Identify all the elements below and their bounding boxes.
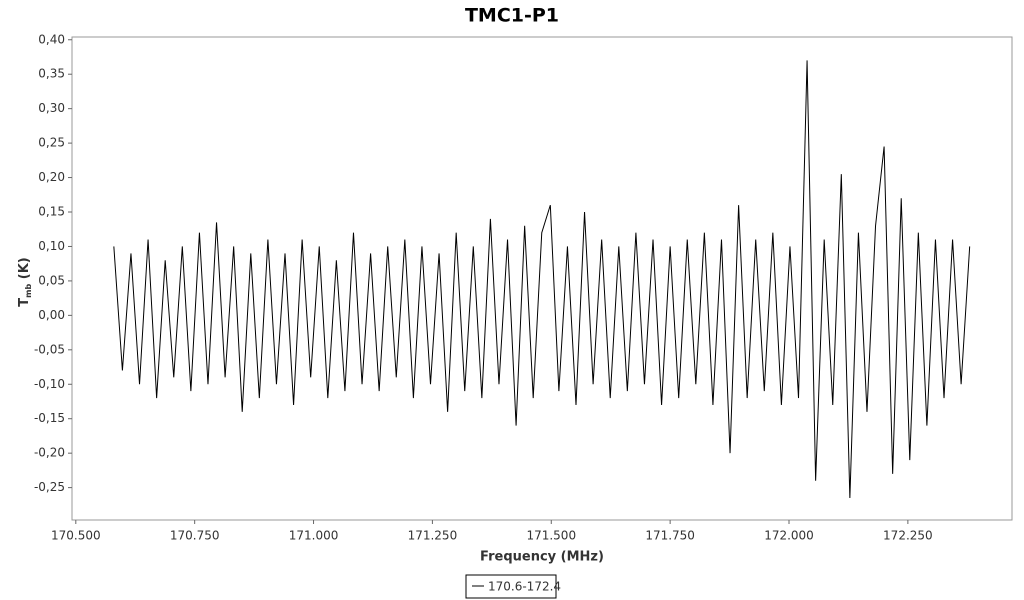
y-tick-label: 0,05	[38, 273, 65, 287]
chart-title: TMC1-P1	[465, 5, 559, 27]
plot-frame	[71, 36, 1013, 521]
y-tick-label: -0,10	[34, 377, 65, 391]
y-tick-label: 0,20	[38, 170, 65, 184]
x-tick-label: 171.250	[408, 529, 458, 543]
series-line	[113, 60, 971, 498]
y-label-unit: (K)	[17, 257, 32, 283]
y-tick-label: 0,15	[38, 205, 65, 219]
y-axis-label: Tmb (K)	[17, 257, 33, 306]
x-tick-label: 170.750	[170, 529, 220, 543]
y-tick-label: 0,40	[38, 32, 65, 46]
x-tick-label: 172.250	[883, 529, 933, 543]
legend-label: 170.6-172.4	[488, 580, 561, 594]
y-tick-label: 0,25	[38, 136, 65, 150]
y-tick-label: 0,00	[38, 308, 65, 322]
x-tick-label: 171.750	[645, 529, 695, 543]
x-tick-label: 171.000	[289, 529, 339, 543]
legend-box	[465, 574, 557, 599]
x-tick-label: 171.500	[526, 529, 576, 543]
y-tick-label: -0,20	[34, 446, 65, 460]
x-tick-label: 170.500	[51, 529, 101, 543]
x-tick-label: 172.000	[764, 529, 814, 543]
y-tick-label: 0,30	[38, 101, 65, 115]
y-tick-label: 0,10	[38, 239, 65, 253]
y-tick-label: 0,35	[38, 67, 65, 81]
y-label-main: T	[17, 298, 32, 307]
y-label-sub: mb	[24, 284, 33, 298]
y-tick-label: -0,25	[34, 480, 65, 494]
y-tick-label: -0,15	[34, 411, 65, 425]
y-tick-label: -0,05	[34, 342, 65, 356]
x-axis-label: Frequency (MHz)	[480, 550, 604, 565]
